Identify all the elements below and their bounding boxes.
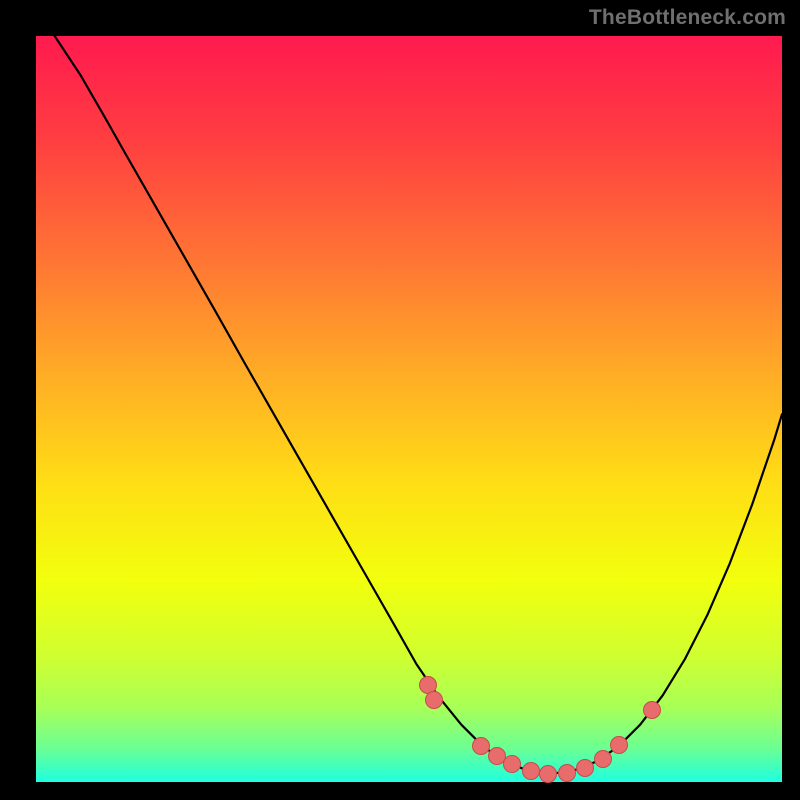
data-marker	[610, 736, 628, 754]
watermark-text: TheBottleneck.com	[589, 6, 786, 30]
chart-frame: TheBottleneck.com	[0, 0, 800, 800]
curve-path	[55, 36, 782, 774]
data-marker	[558, 764, 576, 782]
data-marker	[576, 759, 594, 777]
plot-area	[36, 36, 782, 782]
data-marker	[503, 755, 521, 773]
data-marker	[539, 765, 557, 783]
data-marker	[522, 762, 540, 780]
data-marker	[425, 691, 443, 709]
bottleneck-curve	[36, 36, 782, 782]
data-marker	[472, 737, 490, 755]
data-marker	[594, 750, 612, 768]
data-marker	[643, 701, 661, 719]
